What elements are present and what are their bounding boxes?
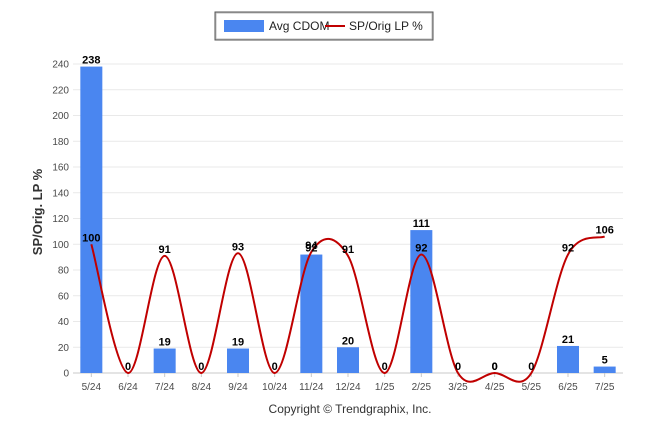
line-sp-orig-lp xyxy=(90,235,606,383)
copyright-text: Copyright © Trendgraphix, Inc. xyxy=(269,402,432,416)
bar-11-24 xyxy=(300,254,323,373)
bar-data-label: 0 xyxy=(528,361,534,373)
x-tick-label: 3/25 xyxy=(448,382,468,393)
legend-inner-border xyxy=(215,12,433,40)
bar-5-24 xyxy=(80,66,103,373)
y-tick-label: 60 xyxy=(58,291,70,302)
bar-7-25 xyxy=(593,366,616,373)
bar-data-label: 0 xyxy=(125,361,131,373)
x-tick-label: 9/24 xyxy=(228,382,248,393)
bar-data-label: 238 xyxy=(82,55,100,67)
legend-label-avg-cdom: Avg CDOM xyxy=(269,19,329,33)
y-tick-label: 0 xyxy=(63,369,69,380)
bar-data-label: 92 xyxy=(305,243,317,255)
line-data-label: 92 xyxy=(562,243,574,255)
legend-swatch-avg-cdom xyxy=(224,20,264,32)
line-data-label: 93 xyxy=(232,241,244,253)
bar-data-label: 0 xyxy=(492,361,498,373)
line-data-label: 92 xyxy=(415,243,427,255)
y-tick-label: 80 xyxy=(58,266,70,277)
bar-9-24 xyxy=(227,348,249,373)
x-tick-label: 4/25 xyxy=(485,382,505,393)
x-tick-label: 7/24 xyxy=(155,382,175,393)
legend-label-sp-orig: SP/Orig LP % xyxy=(349,19,423,33)
bar-data-label: 19 xyxy=(232,337,244,349)
y-tick-label: 20 xyxy=(58,343,70,354)
bar-data-label: 21 xyxy=(562,334,574,346)
x-tick-label: 10/24 xyxy=(262,382,287,393)
x-tick-label: 2/25 xyxy=(412,382,432,393)
y-tick-label: 240 xyxy=(52,60,69,71)
bar-6-25 xyxy=(557,345,579,373)
line-data-label: 100 xyxy=(82,232,100,244)
y-tick-label: 120 xyxy=(52,214,69,225)
chart-legend: Avg CDOM SP/Orig LP % xyxy=(214,11,434,41)
line-data-label: 106 xyxy=(595,225,613,237)
y-tick-label: 220 xyxy=(52,85,69,96)
line-data-label: 91 xyxy=(342,244,354,256)
y-tick-label: 200 xyxy=(52,111,69,122)
bar-data-label: 0 xyxy=(455,361,461,373)
bar-data-label: 0 xyxy=(198,361,204,373)
bar-data-label: 0 xyxy=(272,361,278,373)
x-tick-label: 6/24 xyxy=(118,382,138,393)
y-tick-label: 180 xyxy=(52,137,69,148)
x-tick-label: 5/24 xyxy=(82,382,102,393)
bar-data-label: 0 xyxy=(382,361,388,373)
bar-12-24 xyxy=(337,347,359,373)
line-data-label: 94 xyxy=(305,240,318,252)
x-tick-label: 7/25 xyxy=(595,382,615,393)
line-data-label: 0 xyxy=(492,361,498,373)
y-tick-label: 40 xyxy=(58,317,70,328)
x-tick-label: 12/24 xyxy=(335,382,360,393)
x-tick-label: 5/25 xyxy=(522,382,542,393)
bar-7-24 xyxy=(153,348,176,373)
y-tick-label: 140 xyxy=(52,188,69,199)
bar-data-label: 20 xyxy=(342,335,354,347)
line-data-label: 91 xyxy=(159,244,171,256)
bar-data-label: 19 xyxy=(159,337,171,349)
x-tick-label: 1/25 xyxy=(375,382,395,393)
x-tick-label: 8/24 xyxy=(192,382,212,393)
y-tick-label: 160 xyxy=(52,163,69,174)
x-tick-label: 6/25 xyxy=(558,382,578,393)
bar-data-label: 111 xyxy=(413,218,430,230)
bar-data-label: 5 xyxy=(602,355,608,367)
y-tick-label: 100 xyxy=(52,240,69,251)
x-tick-label: 11/24 xyxy=(299,382,324,393)
bar-2-25 xyxy=(410,230,433,373)
y-axis-title: SP/Orig. LP % xyxy=(30,168,45,255)
